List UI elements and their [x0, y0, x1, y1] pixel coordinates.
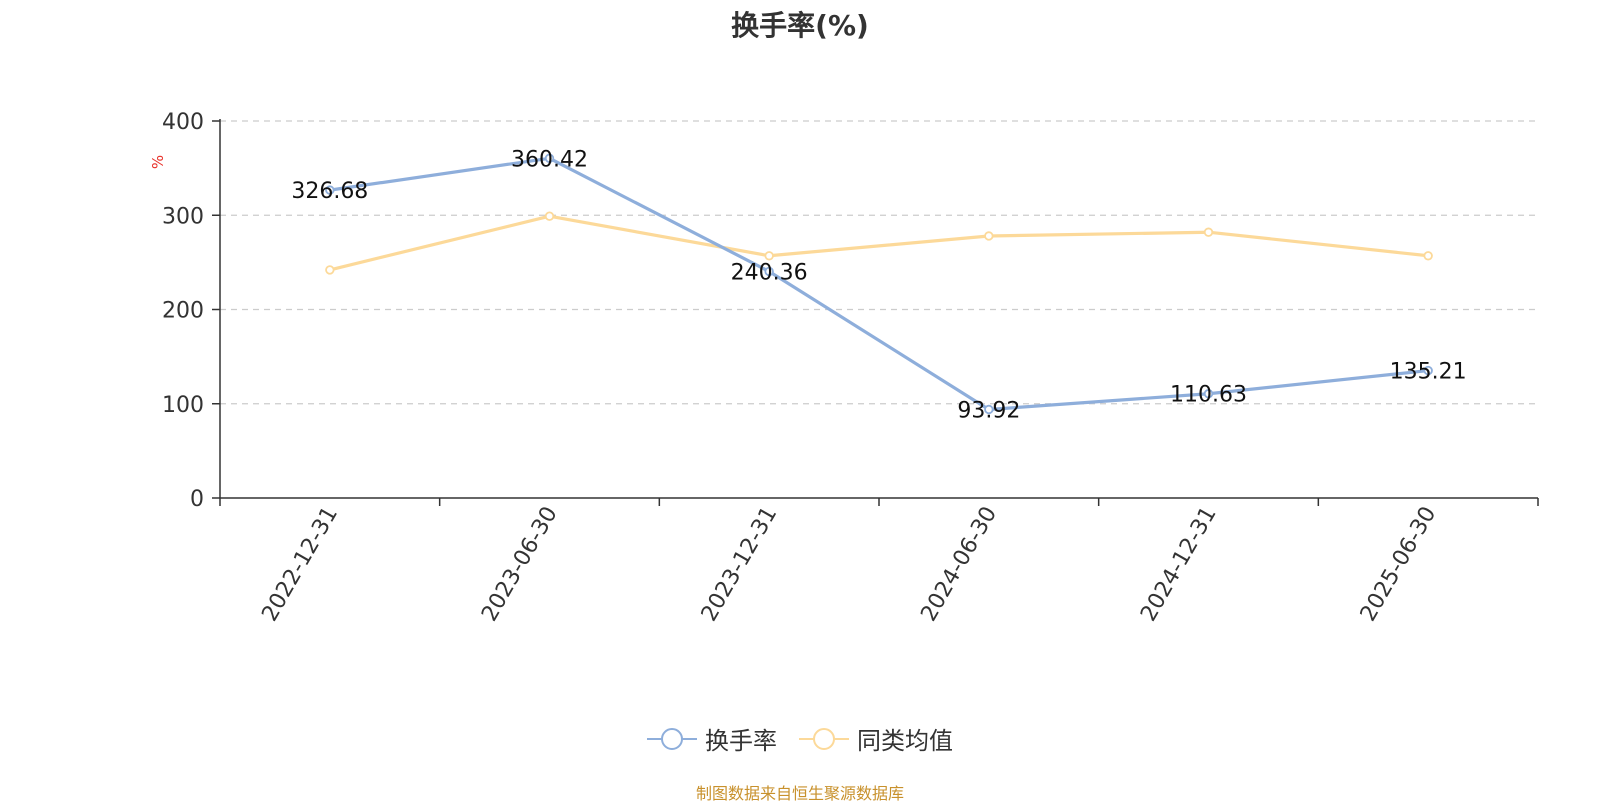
- legend-line-marker-icon: [647, 727, 697, 750]
- data-point[interactable]: [764, 266, 774, 277]
- data-label: 240.36: [731, 260, 808, 285]
- x-tick-label: 2024-06-30: [916, 503, 1002, 626]
- data-point[interactable]: [544, 153, 555, 164]
- data-point[interactable]: [984, 231, 994, 241]
- data-point[interactable]: [325, 185, 335, 195]
- legend-item-turnover[interactable]: 换手率: [647, 721, 777, 756]
- legend-label-peer-average: 同类均值: [857, 727, 953, 755]
- data-label: 93.92: [957, 398, 1020, 423]
- y-tick-label: 0: [190, 487, 204, 512]
- series-line: [328, 156, 1430, 412]
- x-tick-label: 2023-06-30: [477, 503, 563, 626]
- x-tick-label: 2025-06-30: [1356, 503, 1442, 626]
- legend-item-peer-average[interactable]: 同类均值: [799, 721, 953, 756]
- data-point[interactable]: [544, 211, 555, 221]
- legend: 换手率 同类均值: [0, 721, 1600, 756]
- grid-lines: [220, 120, 1538, 405]
- y-tick-label: 300: [162, 204, 204, 229]
- series-lines: [325, 153, 1433, 415]
- y-axis-label: %: [149, 155, 167, 169]
- data-point[interactable]: [764, 251, 774, 261]
- chart-title: 换手率(%): [731, 9, 869, 42]
- data-labels: 326.68 360.42 240.36 93.92 110.63 135.21: [291, 147, 1466, 423]
- data-label: 135.21: [1390, 360, 1467, 385]
- data-point[interactable]: [1423, 365, 1433, 376]
- data-point[interactable]: [1423, 251, 1433, 261]
- data-label: 360.42: [511, 147, 588, 172]
- x-tick-label: 2023-12-31: [697, 503, 783, 626]
- y-tick-label: 100: [162, 393, 204, 418]
- y-tick-label: 200: [162, 299, 204, 324]
- y-tick-label: 400: [162, 110, 204, 135]
- data-point[interactable]: [325, 265, 335, 275]
- data-point[interactable]: [1203, 389, 1214, 399]
- data-label: 110.63: [1170, 383, 1247, 408]
- source-note: 制图数据来自恒生聚源数据库: [695, 784, 904, 803]
- legend-line-marker-icon: [799, 727, 849, 750]
- x-tick-label: 2022-12-31: [257, 503, 343, 626]
- data-point[interactable]: [984, 404, 994, 415]
- x-tick-label: 2024-12-31: [1136, 503, 1222, 626]
- series-line: [328, 214, 1430, 272]
- data-label: 326.68: [291, 179, 368, 204]
- data-point[interactable]: [1203, 227, 1214, 237]
- legend-label-turnover: 换手率: [705, 727, 777, 755]
